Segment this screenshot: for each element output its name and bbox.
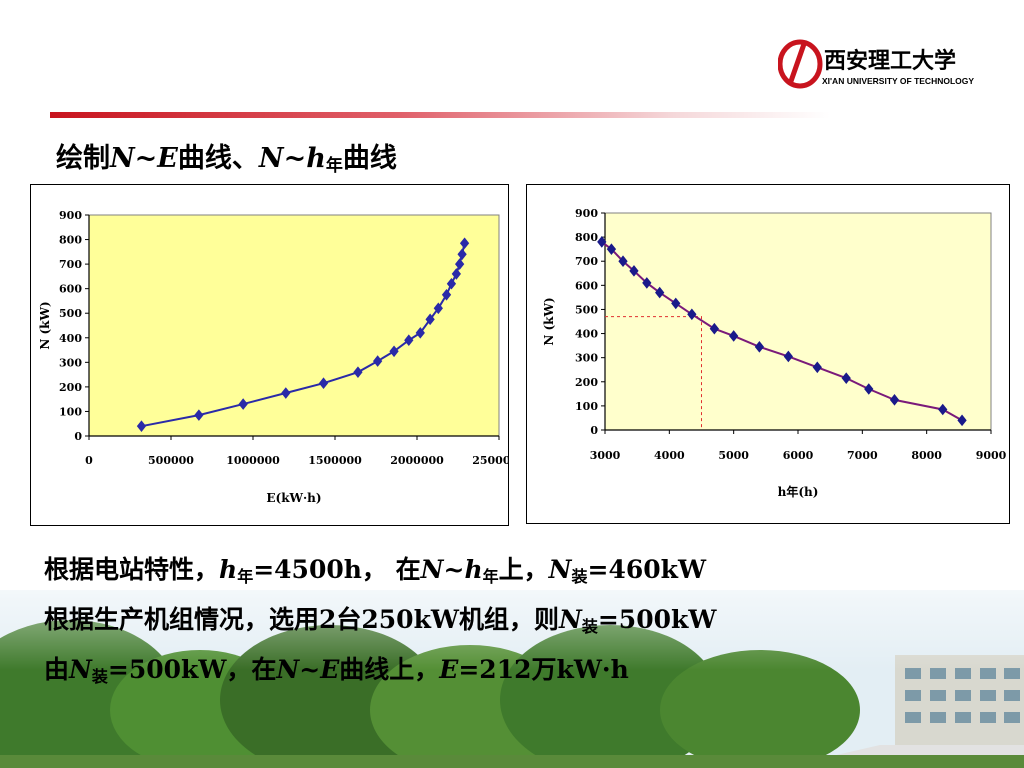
plot-area [88, 214, 500, 437]
x-tick-label: 8000 [911, 449, 942, 462]
data-point [642, 277, 652, 289]
header-divider [50, 112, 830, 118]
y-tick-label: 200 [59, 381, 82, 394]
x-tick-label: 0 [85, 454, 93, 467]
data-point [812, 361, 822, 374]
y-tick-label: 0 [590, 424, 598, 437]
reference-line [605, 316, 702, 430]
y-tick-label: 500 [575, 303, 598, 316]
plot-area [604, 212, 992, 431]
data-point [841, 372, 851, 384]
y-tick-label: 300 [59, 356, 82, 369]
data-point [597, 236, 607, 248]
body-line-1: 根据电站特性，h年=4500h， 在N~h年上，N装=460kW [44, 555, 707, 586]
y-tick-label: 100 [59, 405, 82, 418]
data-point [281, 387, 291, 399]
data-point [957, 414, 967, 427]
y-tick-label: 300 [575, 352, 598, 365]
data-point [671, 297, 681, 310]
y-tick-label: 200 [575, 376, 598, 389]
chart-n-e-svg: 0 100 200 300 400 500 600 700 800 900 0 500000 10000… [38, 209, 508, 505]
y-tick-label: 800 [575, 231, 598, 244]
data-point [404, 334, 414, 347]
data-point [457, 248, 467, 261]
chart-n-h-svg: 0 100 200 300 400 500 600 700 800 900 3000 4000 5000… [542, 207, 1007, 499]
x-tick-label: 2500000 [472, 454, 508, 467]
data-point [136, 420, 147, 432]
x-tick-label: 1000000 [226, 454, 280, 467]
x-tick-label: 5000 [718, 449, 749, 462]
y-tick-label: 700 [575, 255, 598, 268]
x-tick-label: 9000 [976, 449, 1007, 462]
slide-title: 绘制N~E曲线、N~h年曲线 [56, 143, 397, 176]
x-tick-label: 6000 [783, 449, 814, 462]
x-tick-label: 4000 [654, 449, 685, 462]
data-point [238, 398, 248, 410]
svg-text:西安理工大学: 西安理工大学 [824, 48, 956, 74]
x-axis-label: h年(h) [778, 484, 819, 499]
x-axis-label: E(kW·h) [266, 491, 321, 505]
data-point [415, 327, 425, 339]
y-tick-label: 900 [59, 209, 82, 222]
x-tick-label: 2000000 [390, 454, 444, 467]
chart-n-h: 0 100 200 300 400 500 600 700 800 900 3000 4000 5000… [526, 184, 1010, 524]
y-axis-label: N (kW) [542, 297, 556, 345]
data-point [783, 350, 793, 363]
x-tick-label: 7000 [847, 449, 878, 462]
x-tick-label: 1500000 [308, 454, 362, 467]
x-tick-label: 500000 [148, 454, 194, 467]
data-point [606, 243, 617, 255]
svg-text:XI'AN UNIVERSITY OF TECHNOLOGY: XI'AN UNIVERSITY OF TECHNOLOGY [822, 76, 974, 86]
data-point [353, 366, 363, 378]
data-point [459, 237, 470, 250]
y-tick-label: 400 [575, 328, 598, 341]
campus-scenery-background [0, 560, 1024, 768]
data-point [451, 268, 462, 280]
y-tick-label: 400 [59, 332, 82, 345]
data-point [655, 286, 665, 299]
data-point [372, 355, 383, 367]
y-tick-label: 600 [59, 283, 82, 296]
data-point [425, 313, 435, 326]
y-tick-label: 700 [59, 258, 82, 271]
data-point [864, 383, 874, 395]
data-point [389, 345, 399, 358]
data-point [889, 394, 900, 406]
body-line-2: 根据生产机组情况，选用2台250kW机组，则N装=500kW [44, 605, 717, 636]
data-point [194, 409, 204, 421]
y-tick-label: 800 [59, 234, 82, 247]
data-point [709, 322, 720, 335]
y-tick-label: 600 [575, 279, 598, 292]
data-point [687, 308, 697, 321]
data-point [441, 289, 452, 301]
data-point [446, 277, 457, 290]
chart-n-e: 0 100 200 300 400 500 600 700 800 900 0 500000 10000… [30, 184, 509, 526]
data-point [318, 377, 329, 390]
body-line-3: 由N装=500kW，在N~E曲线上，E=212万kW·h [44, 655, 629, 686]
data-point [754, 341, 765, 353]
data-point [618, 255, 628, 268]
y-axis-label: N (kW) [38, 301, 52, 349]
x-tick-label: 3000 [590, 449, 621, 462]
y-tick-label: 500 [59, 307, 82, 320]
university-logo: 西安理工大学 XI'AN UNIVERSITY OF TECHNOLOGY [778, 39, 974, 89]
data-point [454, 258, 465, 270]
y-tick-label: 100 [575, 400, 598, 413]
y-tick-label: 0 [74, 430, 82, 443]
data-point [433, 302, 443, 315]
data-point [938, 403, 948, 416]
data-point [629, 265, 639, 277]
y-tick-label: 900 [575, 207, 598, 220]
data-point [729, 330, 739, 342]
